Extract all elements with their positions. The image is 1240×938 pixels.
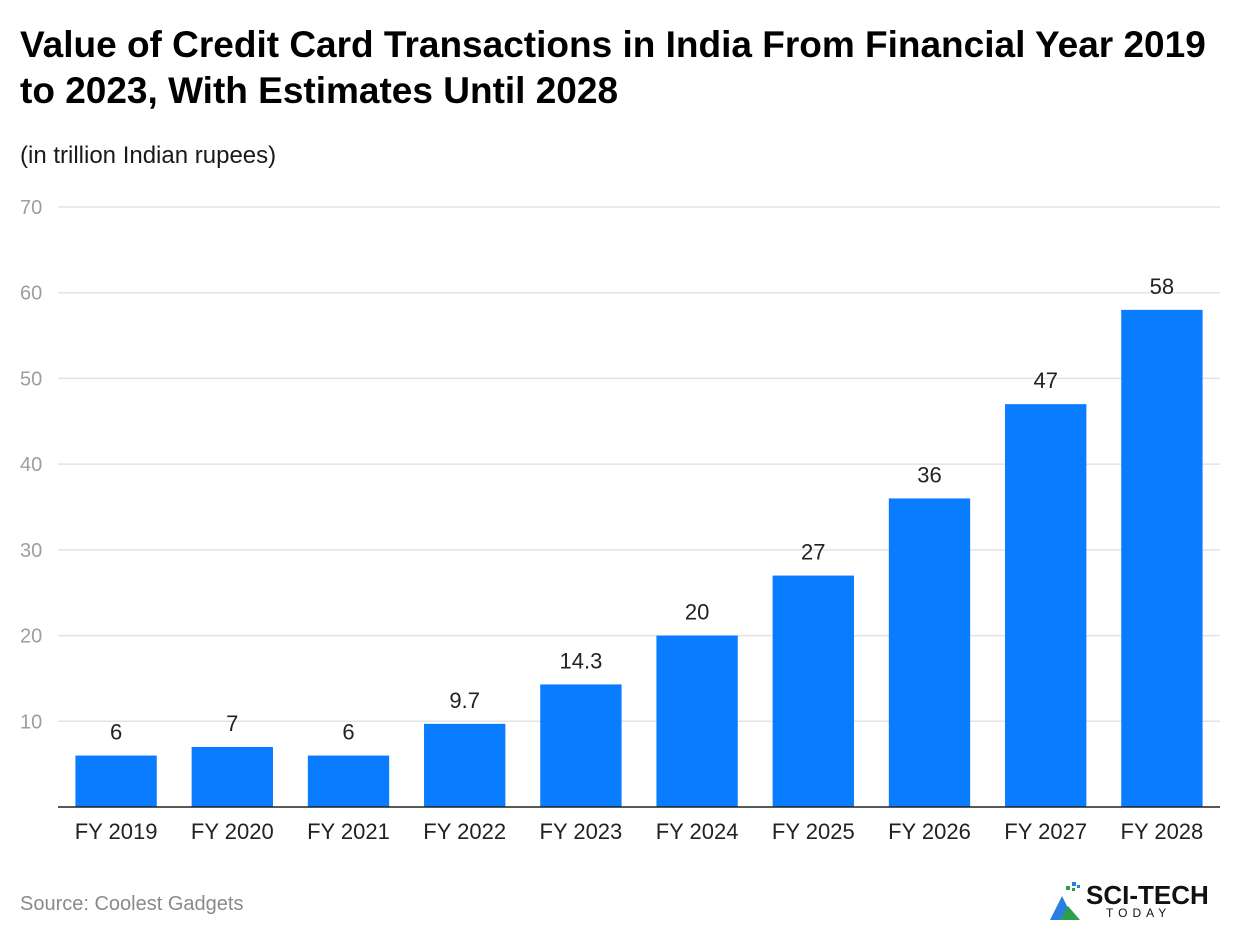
bar (540, 684, 622, 807)
x-tick-label: FY 2027 (1004, 819, 1087, 844)
chart-title: Value of Credit Card Transactions in Ind… (20, 24, 1206, 111)
x-tick-label: FY 2025 (772, 819, 855, 844)
sci-tech-logo-icon (1050, 882, 1080, 920)
bar (75, 755, 157, 807)
bar (191, 747, 273, 807)
chart-subtitle: (in trillion Indian rupees) (20, 142, 277, 169)
bar-value-label: 14.3 (559, 648, 602, 673)
bar-value-labels: 6 7 6 9.7 14.3 20 27 36 47 58 (110, 274, 1174, 745)
bar (424, 723, 506, 807)
y-tick-label: 10 (20, 711, 42, 733)
y-tick-label: 30 (20, 540, 42, 562)
bar-chart: 6 7 6 9.7 14.3 20 27 36 47 58 10 20 30 40 50 60 70 FY 2… (20, 197, 1220, 844)
bar (656, 635, 738, 807)
sci-tech-logo: SCI-TECH TODAY (1046, 878, 1226, 926)
y-tick-label: 60 (20, 283, 42, 305)
bar (1121, 309, 1203, 807)
bar-value-label: 6 (110, 720, 122, 745)
bars (75, 309, 1203, 807)
logo-name: SCI-TECH (1086, 880, 1209, 910)
y-axis-ticks: 10 20 30 40 50 60 70 (20, 197, 42, 733)
logo-tagline: TODAY (1106, 906, 1172, 920)
y-tick-label: 70 (20, 197, 42, 219)
bar-value-label: 9.7 (449, 688, 480, 713)
bar-value-label: 20 (685, 600, 709, 625)
bar (307, 755, 390, 807)
x-tick-label: FY 2019 (75, 819, 158, 844)
y-tick-label: 20 (20, 626, 42, 648)
y-tick-label: 50 (20, 368, 42, 390)
x-tick-label: FY 2026 (888, 819, 971, 844)
bar-value-label: 58 (1150, 274, 1174, 299)
x-axis-ticks: FY 2019 FY 2020 FY 2021 FY 2022 FY 2023 FY 20… (75, 819, 1204, 844)
x-tick-label: FY 2022 (423, 819, 506, 844)
bar-value-label: 7 (226, 711, 238, 736)
y-tick-label: 40 (20, 454, 42, 476)
bar-value-label: 27 (801, 540, 825, 565)
bar (1005, 404, 1087, 807)
bar-value-label: 47 (1033, 368, 1057, 393)
x-tick-label: FY 2020 (191, 819, 274, 844)
bar-value-label: 6 (342, 720, 354, 745)
bar-value-label: 36 (917, 462, 941, 487)
bar (888, 498, 971, 807)
x-tick-label: FY 2024 (656, 819, 739, 844)
x-tick-label: FY 2021 (307, 819, 390, 844)
x-tick-label: FY 2023 (540, 819, 623, 844)
source-note: Source: Coolest Gadgets (20, 893, 244, 915)
bar (772, 575, 854, 807)
x-tick-label: FY 2028 (1121, 819, 1204, 844)
